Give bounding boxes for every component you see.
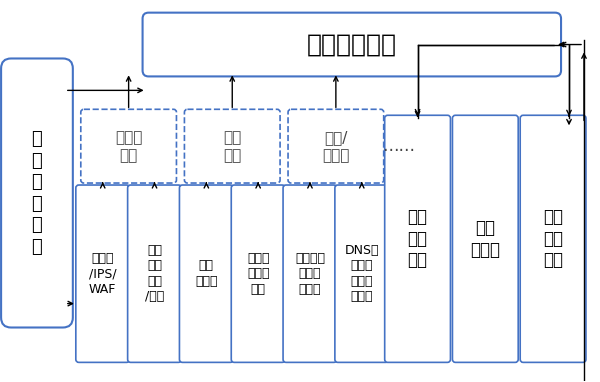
- FancyBboxPatch shape: [1, 58, 73, 327]
- FancyBboxPatch shape: [385, 115, 451, 363]
- FancyBboxPatch shape: [128, 185, 181, 363]
- Text: DNS、
操作系
统、应
用系统: DNS、 操作系 统、应 用系统: [344, 244, 379, 303]
- Text: 终端/
服务器: 终端/ 服务器: [322, 129, 350, 163]
- FancyBboxPatch shape: [231, 185, 285, 363]
- Text: 分区
防火墙: 分区 防火墙: [195, 259, 218, 288]
- Text: 防病毒、
终端安
全管控: 防病毒、 终端安 全管控: [295, 252, 325, 296]
- FancyBboxPatch shape: [76, 185, 130, 363]
- Text: 蜜罐、
防病毒
网关: 蜜罐、 防病毒 网关: [247, 252, 269, 296]
- Text: 威
胁
情
报
平
台: 威 胁 情 报 平 台: [32, 130, 43, 256]
- Text: 漏洞
管理
平台: 漏洞 管理 平台: [543, 208, 563, 269]
- FancyBboxPatch shape: [143, 13, 561, 76]
- FancyBboxPatch shape: [81, 109, 176, 183]
- FancyBboxPatch shape: [179, 185, 233, 363]
- FancyBboxPatch shape: [452, 115, 518, 363]
- Text: 资产
数据库: 资产 数据库: [470, 219, 500, 259]
- FancyBboxPatch shape: [520, 115, 586, 363]
- FancyBboxPatch shape: [335, 185, 389, 363]
- FancyBboxPatch shape: [283, 185, 337, 363]
- Text: 流量
回溯
分析: 流量 回溯 分析: [407, 208, 428, 269]
- FancyBboxPatch shape: [288, 109, 383, 183]
- Text: 防火墙
/IPS/
WAF: 防火墙 /IPS/ WAF: [89, 252, 116, 296]
- Text: ……: ……: [382, 137, 415, 155]
- FancyBboxPatch shape: [184, 109, 280, 183]
- Text: 互联网
出口: 互联网 出口: [115, 129, 142, 163]
- Text: 双向
攻击
检测
/沙箱: 双向 攻击 检测 /沙箱: [145, 244, 164, 303]
- Text: 态势感知平台: 态势感知平台: [307, 32, 397, 57]
- Text: 内网
分区: 内网 分区: [223, 129, 241, 163]
